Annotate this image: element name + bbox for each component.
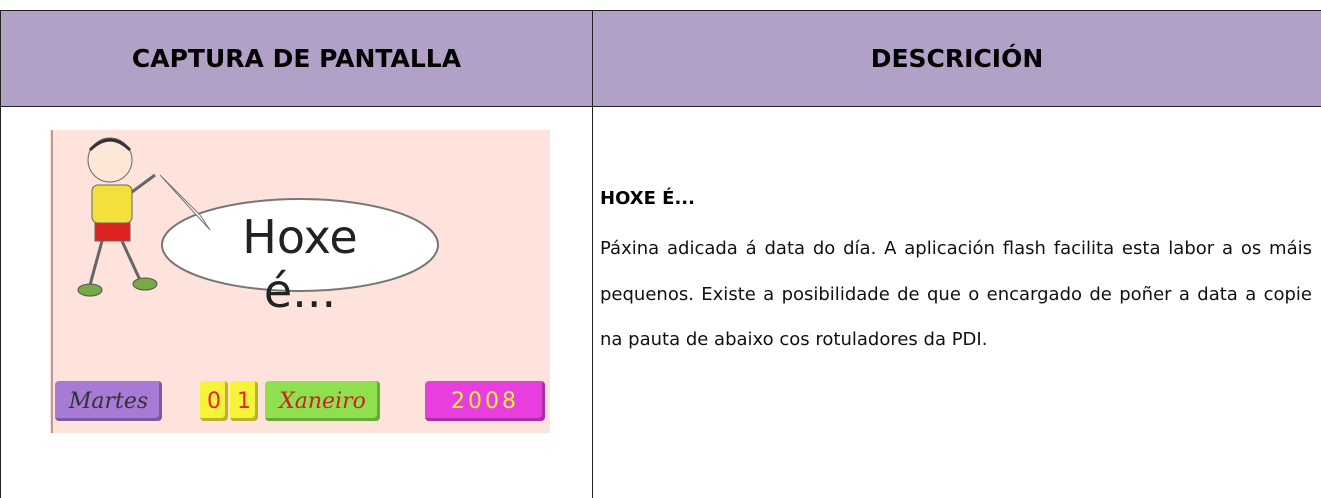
header-cell: DESCRICIÓN [592, 10, 1321, 107]
header-cell: CAPTURA DE PANTALLA [0, 10, 593, 107]
description-text: Páxina adicada á data do día. A aplicaci… [600, 238, 1312, 350]
cell-border [0, 107, 1, 498]
year-button: 2008 [425, 381, 545, 421]
day-name-button: Martes [55, 381, 162, 421]
day-digit: 0 [200, 381, 228, 421]
month-button: Xaneiro [265, 381, 380, 421]
cell-border [592, 107, 593, 498]
screenshot: Hoxe é... Martes 0 1 Xaneiro 2008 [50, 130, 550, 433]
description-title: HOXE É... [600, 188, 695, 209]
day-digit: 1 [230, 381, 258, 421]
bubble-text: Hoxe é... [242, 210, 358, 318]
illustration [51, 130, 439, 433]
